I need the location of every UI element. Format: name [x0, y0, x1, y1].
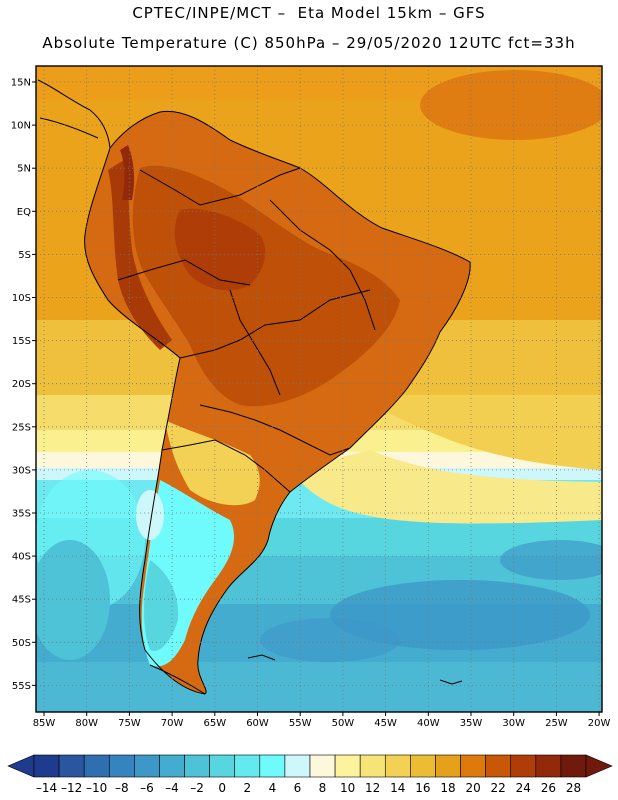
- colorbar-label: 0: [218, 781, 226, 795]
- colorbar-label: 2: [243, 781, 251, 795]
- lon-label: 65W: [203, 718, 226, 729]
- colorbar-label: 14: [390, 781, 405, 795]
- map-title-line2: Absolute Temperature (C) 850hPa – 29/05/…: [42, 34, 576, 52]
- colorbar-label: 24: [516, 781, 531, 795]
- lon-label: 35W: [460, 718, 483, 729]
- colorbar: –14 –12 –10 –8 –6 –4 –2 0 2 4 6 8 10 12 14 16 18 20 22 24 26…: [7, 754, 613, 795]
- colorbar-swatch: [309, 754, 336, 778]
- lon-label: 40W: [417, 718, 440, 729]
- lon-label: 45W: [374, 718, 397, 729]
- longitude-labels: 85W 80W 75W 70W 65W 60W 55W 50W 45W 40W 35W 30W 25W 2…: [33, 712, 611, 729]
- lon-label: 70W: [161, 718, 184, 729]
- colorbar-label: 10: [340, 781, 355, 795]
- lat-label: 35S: [12, 509, 31, 520]
- map-title-line1: CPTEC/INPE/MCT – Eta Model 15km – GFS: [132, 4, 486, 22]
- lon-label: 85W: [33, 718, 56, 729]
- colorbar-label: –8: [115, 781, 129, 795]
- colorbar-swatch: [510, 754, 537, 778]
- colorbar-label: 28: [566, 781, 581, 795]
- colorbar-swatch: [560, 754, 587, 778]
- colorbar-label: 12: [365, 781, 380, 795]
- colorbar-swatch: [334, 754, 361, 778]
- lon-label: 60W: [246, 718, 269, 729]
- colorbar-label: 8: [319, 781, 327, 795]
- colorbar-swatch: [58, 754, 85, 778]
- map-frame: [35, 65, 603, 713]
- temperature-field: [36, 66, 602, 712]
- colorbar-label: 4: [269, 781, 277, 795]
- colorbar-label: –2: [190, 781, 204, 795]
- colorbar-swatch: [535, 754, 562, 778]
- lon-label: 25W: [545, 718, 568, 729]
- lat-label: 15S: [12, 336, 31, 347]
- lon-label: 75W: [118, 718, 141, 729]
- latitude-labels: 15N 10N 5N EQ 5S 10S 15S 20S 25S 30S 35S 40S 45S 50S 5…: [11, 78, 36, 692]
- colorbar-swatch: [284, 754, 311, 778]
- colorbar-swatch: [83, 754, 110, 778]
- colorbar-label: 20: [465, 781, 480, 795]
- lon-label: 20W: [588, 718, 611, 729]
- colorbar-swatch: [359, 754, 386, 778]
- colorbar-swatch: [134, 754, 160, 778]
- colorbar-swatch: [234, 754, 261, 778]
- lat-label: 30S: [12, 465, 31, 476]
- colorbar-label: –4: [165, 781, 179, 795]
- colorbar-arrow-right: [585, 754, 613, 778]
- colorbar-swatch: [435, 754, 461, 778]
- colorbar-label: 16: [415, 781, 430, 795]
- lon-label: 80W: [75, 718, 98, 729]
- lon-label: 55W: [289, 718, 312, 729]
- colorbar-label: –12: [61, 781, 82, 795]
- lat-label: 50S: [12, 638, 31, 649]
- colorbar-swatch: [410, 754, 436, 778]
- colorbar-label: 22: [491, 781, 506, 795]
- lat-label: 5N: [17, 164, 31, 175]
- lat-label: 10S: [12, 293, 31, 304]
- warm-core-atlantic: [420, 70, 602, 140]
- lat-label: 15N: [11, 78, 31, 89]
- colorbar-swatch: [33, 754, 60, 778]
- lat-label: 40S: [12, 552, 31, 563]
- lon-label: 50W: [332, 718, 355, 729]
- lat-label: 25S: [12, 422, 31, 433]
- colorbar-label: –14: [36, 781, 57, 795]
- coastlines: [37, 79, 471, 695]
- lat-label: 5S: [18, 250, 31, 261]
- colorbar-label: –6: [140, 781, 154, 795]
- colorbar-label: 6: [294, 781, 302, 795]
- colorbar-arrow-left: [7, 754, 35, 778]
- colorbar-swatch: [209, 754, 236, 778]
- colorbar-swatch: [184, 754, 210, 778]
- lon-label: 30W: [502, 718, 525, 729]
- lat-label: 55S: [12, 681, 31, 692]
- colorbar-swatch: [460, 754, 486, 778]
- colorbar-swatch: [485, 754, 512, 778]
- colorbar-label: 26: [541, 781, 556, 795]
- lat-label: 20S: [12, 379, 31, 390]
- lat-label: EQ: [17, 207, 31, 218]
- colorbar-swatch: [259, 754, 286, 778]
- lat-label: 10N: [11, 121, 31, 132]
- colorbar-swatch: [108, 754, 135, 778]
- colorbar-swatch: [384, 754, 411, 778]
- lat-label: 45S: [12, 595, 31, 606]
- colorbar-swatch: [159, 754, 185, 778]
- colorbar-label: 18: [440, 781, 455, 795]
- colorbar-label: –10: [86, 781, 107, 795]
